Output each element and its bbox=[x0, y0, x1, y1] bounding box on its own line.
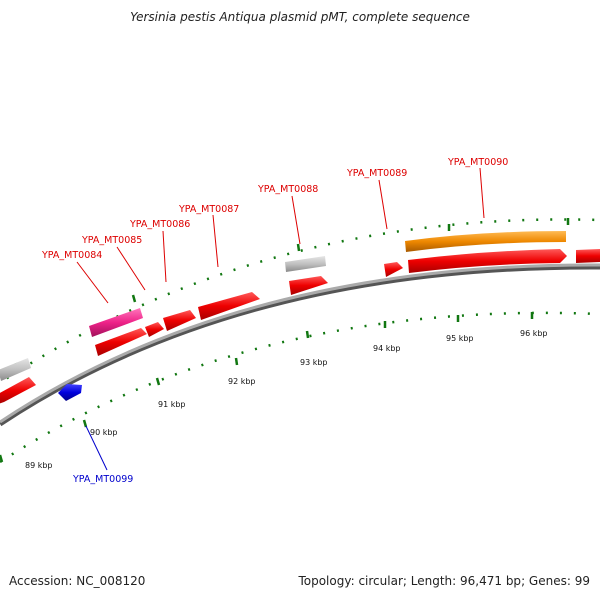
accession-value: NC_008120 bbox=[76, 574, 146, 588]
scale-labels: 89 kbp 90 kbp 91 kbp 92 kbp 93 kbp 94 kb… bbox=[25, 329, 548, 470]
scale-label-91: 91 kbp bbox=[158, 400, 186, 409]
scale-label-96: 96 kbp bbox=[520, 329, 548, 338]
length-label: Length: bbox=[410, 574, 457, 588]
sequence-info: Topology: circular; Length: 96,471 bp; G… bbox=[298, 574, 590, 588]
map-title: Yersinia pestis Antiqua plasmid pMT, com… bbox=[130, 10, 470, 24]
gene-label-YPA_MT0086[interactable]: YPA_MT0086 bbox=[129, 219, 190, 230]
scale-label-95: 95 kbp bbox=[446, 334, 474, 343]
backbone bbox=[0, 263, 600, 424]
gene-label-YPA_MT0087[interactable]: YPA_MT0087 bbox=[178, 204, 239, 215]
genes-value: 99 bbox=[574, 574, 590, 588]
gene-feature-gray-left[interactable] bbox=[0, 358, 31, 381]
features-red bbox=[0, 249, 600, 404]
gene-label-YPA_MT0084[interactable]: YPA_MT0084 bbox=[41, 250, 102, 261]
gene-feature-gray-0088[interactable] bbox=[285, 256, 326, 272]
genes-label: Genes: bbox=[528, 574, 571, 588]
gene-feature-YPA_MT0089[interactable] bbox=[384, 262, 403, 277]
gene-feature-red-left[interactable] bbox=[0, 377, 36, 404]
length-value: 96,471 bp bbox=[460, 574, 522, 588]
gene-feature-YPA_MT0085[interactable] bbox=[95, 328, 147, 356]
gene-label-YPA_MT0090[interactable]: YPA_MT0090 bbox=[447, 157, 508, 168]
features-outer bbox=[0, 231, 566, 381]
inner-track bbox=[0, 311, 600, 464]
gene-feature-YPA_MT0084[interactable] bbox=[89, 308, 143, 337]
scale-label-90: 90 kbp bbox=[90, 428, 118, 437]
inner-major-ticks bbox=[0, 312, 534, 463]
topology-label: Topology: bbox=[298, 574, 355, 588]
gene-feature-YPA_MT0087b[interactable] bbox=[198, 292, 260, 320]
gene-feature-YPA_MT0090[interactable] bbox=[405, 231, 566, 252]
gene-label-YPA_MT0088[interactable]: YPA_MT0088 bbox=[257, 184, 318, 195]
gene-label-YPA_MT0089[interactable]: YPA_MT0089 bbox=[346, 168, 407, 179]
accession-label: Accession: bbox=[9, 574, 73, 588]
gene-feature-YPA_MT0087[interactable] bbox=[163, 310, 196, 331]
backbone-shadow bbox=[0, 264, 600, 427]
gene-feature-red-right[interactable] bbox=[576, 249, 600, 263]
topology-value: circular bbox=[358, 574, 403, 588]
gene-labels: YPA_MT0084 YPA_MT0085 YPA_MT0086 YPA_MT0… bbox=[41, 157, 508, 485]
scale-label-93: 93 kbp bbox=[300, 358, 328, 367]
scale-label-94: 94 kbp bbox=[373, 344, 401, 353]
scale-label-89: 89 kbp bbox=[25, 461, 53, 470]
gene-feature-YPA_MT0099[interactable] bbox=[58, 384, 82, 401]
gene-label-YPA_MT0085[interactable]: YPA_MT0085 bbox=[81, 235, 142, 246]
gene-feature-YPA_MT0088[interactable] bbox=[289, 276, 328, 295]
accession-info: Accession: NC_008120 bbox=[9, 574, 145, 588]
scale-label-92: 92 kbp bbox=[228, 377, 256, 386]
gene-feature-YPA_MT0090-cds[interactable] bbox=[408, 249, 567, 273]
gene-label-leaders bbox=[76, 167, 485, 471]
gene-feature-YPA_MT0086[interactable] bbox=[145, 322, 164, 337]
gene-label-YPA_MT0099[interactable]: YPA_MT0099 bbox=[72, 474, 133, 485]
